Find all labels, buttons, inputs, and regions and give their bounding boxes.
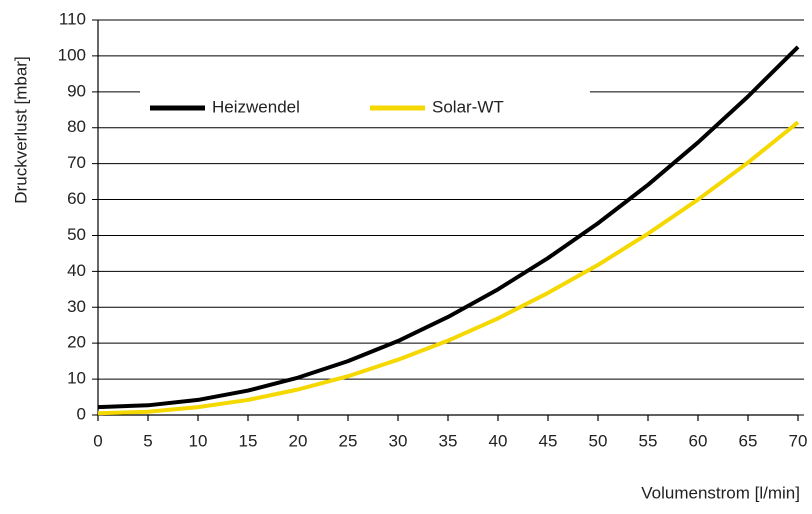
- y-tick-label: 20: [67, 333, 86, 352]
- y-tick-label: 110: [59, 9, 86, 28]
- legend-label: Heizwendel: [212, 97, 300, 116]
- x-tick-label: 35: [439, 431, 458, 450]
- y-tick-label: 0: [77, 404, 86, 423]
- y-tick-label: 60: [67, 189, 86, 208]
- y-tick-label: 40: [67, 261, 86, 280]
- legend-label: Solar-WT: [432, 97, 504, 116]
- y-tick-label: 70: [67, 153, 86, 172]
- x-tick-label: 10: [189, 431, 208, 450]
- x-tick-label: 40: [489, 431, 508, 450]
- legend-box: [140, 88, 590, 126]
- series-line: [97, 45, 800, 410]
- x-tick-label: 45: [539, 431, 558, 450]
- y-tick-label: 100: [58, 45, 86, 64]
- x-tick-label: 0: [93, 431, 102, 450]
- x-tick-label: 15: [239, 431, 258, 450]
- series-line: [97, 120, 800, 416]
- y-tick-label: 80: [67, 117, 86, 136]
- y-tick-label: 30: [67, 297, 86, 316]
- x-tick-label: 5: [143, 431, 152, 450]
- x-tick-label: 20: [289, 431, 308, 450]
- x-tick-label: 70: [789, 431, 808, 450]
- x-tick-label: 50: [589, 431, 608, 450]
- x-tick-label: 30: [389, 431, 408, 450]
- x-axis-label: Volumenstrom [l/min]: [641, 483, 800, 502]
- x-tick-label: 25: [339, 431, 358, 450]
- y-tick-label: 10: [67, 369, 86, 388]
- x-tick-label: 65: [739, 431, 758, 450]
- x-tick-label: 60: [689, 431, 708, 450]
- y-axis-label: Druckverlust [mbar]: [11, 56, 30, 203]
- y-tick-label: 90: [67, 81, 86, 100]
- x-tick-label: 55: [639, 431, 658, 450]
- y-tick-label: 50: [67, 225, 86, 244]
